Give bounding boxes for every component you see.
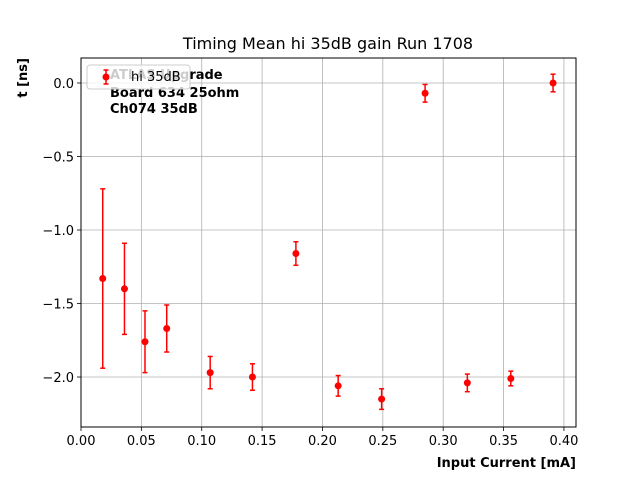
x-tick-label: 0.10 <box>187 434 216 449</box>
data-point <box>421 89 429 97</box>
data-point <box>248 373 256 381</box>
x-tick-label: 0.30 <box>429 434 458 449</box>
data-point <box>549 79 557 87</box>
y-axis-label: t [ns] <box>16 58 31 98</box>
data-point <box>507 374 515 382</box>
data-point <box>141 338 149 346</box>
grid <box>80 58 576 427</box>
x-axis-label: Input Current [mA] <box>437 456 576 471</box>
data-point <box>120 285 128 293</box>
series-marks <box>99 73 557 411</box>
x-tick-label: 0.35 <box>489 434 518 449</box>
plot-frame <box>80 57 577 428</box>
data-point <box>463 379 471 387</box>
data-point <box>292 250 300 258</box>
x-tick-label: 0.05 <box>127 434 156 449</box>
data-point <box>206 369 214 377</box>
chart-title: Timing Mean hi 35dB gain Run 1708 <box>182 34 473 53</box>
axis-ticks: 0.00 0.05 0.10 0.15 0.20 0.25 0.30 0.35 0.40 0.0 −… <box>42 77 578 449</box>
x-tick-label: 0.15 <box>248 434 277 449</box>
x-tick-label: 0.20 <box>308 434 337 449</box>
y-tick-label: −0.5 <box>42 150 74 165</box>
x-tick-label: 0.40 <box>549 434 578 449</box>
data-point <box>99 275 107 283</box>
legend-marker <box>102 73 110 81</box>
annotation-line-2: Board 634 25ohm <box>110 86 239 101</box>
y-tick-label: −2.0 <box>42 371 74 386</box>
annotation-line-3: Ch074 35dB <box>110 102 198 117</box>
y-tick-label: −1.5 <box>42 298 74 313</box>
data-point <box>334 382 342 390</box>
data-point <box>163 325 171 333</box>
legend: hi 35dB <box>86 64 191 90</box>
x-tick-label: 0.00 <box>67 434 96 449</box>
x-tick-label: 0.25 <box>368 434 397 449</box>
data-point <box>378 395 386 403</box>
y-tick-label: 0.0 <box>53 77 74 92</box>
y-tick-label: −1.0 <box>42 224 74 239</box>
legend-label: hi 35dB <box>131 70 181 85</box>
legend-box <box>86 64 191 90</box>
